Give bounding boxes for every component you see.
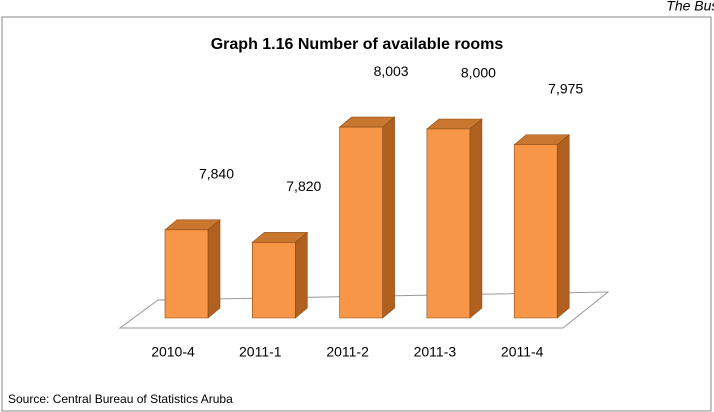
page-header: The Business Cycle [666, 0, 714, 14]
bar-side [556, 134, 570, 319]
x-tick-label: 2011-4 [501, 344, 544, 360]
data-label: 8,000 [461, 65, 496, 81]
bar [338, 116, 396, 319]
bar-front [164, 229, 209, 319]
bar [426, 118, 483, 319]
data-label: 7,975 [548, 80, 583, 96]
source-note: Source: Central Bureau of Statistics Aru… [8, 392, 233, 406]
bar-front [513, 144, 558, 319]
chart-title: Graph 1.16 Number of available rooms [211, 36, 504, 53]
bar [513, 134, 571, 319]
bar-side [207, 219, 221, 319]
bar-side [382, 116, 395, 319]
bar-side [469, 118, 483, 319]
bar-front [252, 242, 296, 319]
data-label: 7,840 [199, 166, 234, 182]
bar [164, 219, 221, 319]
x-tick-label: 2011-2 [326, 344, 369, 360]
data-label: 7,820 [286, 178, 321, 194]
bar [251, 231, 309, 319]
bar-front [339, 126, 383, 319]
data-label: 8,003 [374, 63, 409, 79]
x-tick-label: 2011-3 [414, 344, 457, 360]
bar-side [294, 231, 308, 319]
bar-front [426, 128, 471, 319]
x-tick-label: 2011-1 [239, 344, 282, 360]
x-tick-label: 2010-4 [151, 344, 195, 360]
